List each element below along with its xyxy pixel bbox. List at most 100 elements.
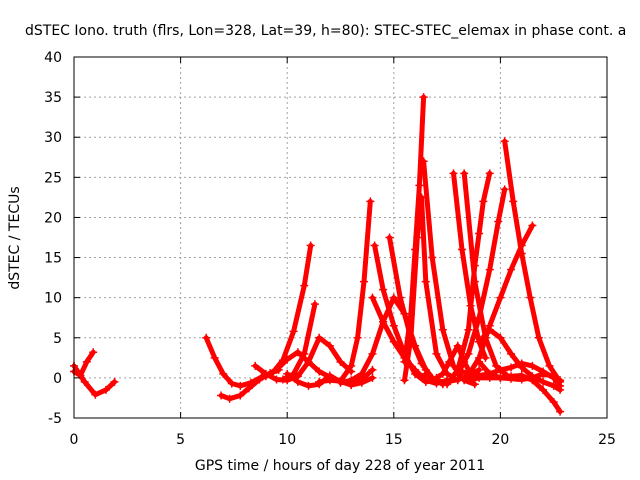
series-trace	[476, 359, 563, 415]
series-trace	[455, 186, 508, 377]
data-point	[421, 277, 430, 286]
data-point	[453, 365, 462, 374]
data-point	[257, 373, 266, 382]
data-point	[219, 369, 228, 378]
y-tick-label: 35	[44, 90, 62, 106]
data-point	[357, 369, 366, 378]
data-point	[325, 341, 334, 350]
data-point	[353, 333, 362, 342]
series-16	[400, 93, 428, 366]
y-tick-label: 25	[44, 170, 62, 186]
x-tick-label: 25	[598, 432, 616, 448]
data-point	[475, 313, 484, 322]
x-axis-label: GPS time / hours of day 228 of year 2011	[195, 458, 485, 474]
y-axis-label: dSTEC / TECUs	[7, 186, 23, 289]
data-point	[315, 333, 324, 342]
series-layer	[70, 93, 565, 416]
data-point	[406, 309, 415, 318]
data-point	[304, 381, 313, 390]
data-point	[485, 373, 494, 382]
data-point	[415, 181, 424, 190]
series-trace	[203, 335, 265, 389]
data-point	[494, 217, 503, 226]
data-point	[210, 353, 219, 362]
data-point	[411, 365, 420, 374]
data-point	[475, 373, 484, 382]
data-point	[278, 356, 287, 365]
data-point	[315, 377, 324, 386]
data-point	[421, 369, 430, 378]
data-point	[368, 293, 377, 302]
data-point	[470, 380, 479, 389]
data-point	[432, 349, 441, 358]
data-point	[236, 381, 245, 390]
data-point	[385, 233, 394, 242]
data-point	[432, 373, 441, 382]
data-point	[389, 337, 398, 346]
data-point	[400, 357, 409, 366]
series-23	[453, 185, 509, 378]
data-point	[368, 373, 377, 382]
data-point	[485, 325, 494, 334]
x-tick-label: 10	[278, 432, 296, 448]
data-point	[549, 397, 558, 406]
data-point	[449, 169, 458, 178]
data-point	[458, 245, 467, 254]
data-point	[396, 293, 405, 302]
y-tick-label: 30	[44, 130, 62, 146]
data-point	[315, 367, 324, 376]
x-tick-label: 15	[385, 432, 403, 448]
chart-title: dSTEC Iono. truth (flrs, Lon=328, Lat=39…	[25, 23, 626, 39]
data-point	[101, 385, 110, 394]
plot-frame	[73, 56, 608, 419]
data-point	[347, 361, 356, 370]
data-point	[336, 357, 345, 366]
data-point	[443, 380, 452, 389]
data-point	[366, 197, 375, 206]
series-trace	[252, 335, 354, 383]
data-point	[236, 391, 245, 400]
data-point	[500, 137, 509, 146]
data-point	[496, 365, 505, 374]
data-point	[549, 372, 558, 381]
data-point	[91, 390, 100, 399]
data-point	[244, 384, 253, 393]
data-point	[379, 285, 388, 294]
data-point	[475, 337, 484, 346]
series-trace	[465, 371, 563, 383]
data-point	[225, 394, 234, 403]
data-point	[202, 333, 211, 342]
data-point	[479, 197, 488, 206]
data-point	[528, 221, 537, 230]
data-point	[306, 241, 315, 250]
data-point	[310, 300, 319, 309]
data-point	[545, 361, 554, 370]
data-point	[507, 374, 516, 383]
x-tick-label: 5	[176, 432, 185, 448]
data-point	[428, 253, 437, 262]
series-7	[257, 241, 315, 382]
data-point	[419, 93, 428, 102]
data-point	[485, 169, 494, 178]
data-point	[460, 169, 469, 178]
data-point	[411, 245, 420, 254]
y-tick-label: 5	[53, 331, 62, 347]
data-point	[556, 376, 565, 385]
data-point	[347, 376, 356, 385]
data-point	[449, 361, 458, 370]
data-point	[368, 365, 377, 374]
data-point	[445, 357, 454, 366]
data-point	[492, 361, 501, 370]
data-point	[507, 265, 516, 274]
data-point	[528, 373, 537, 382]
data-point	[217, 391, 226, 400]
data-point	[526, 293, 535, 302]
data-point	[268, 369, 277, 378]
data-point	[368, 349, 377, 358]
data-point	[370, 241, 379, 250]
data-point	[517, 359, 526, 368]
data-point	[289, 327, 298, 336]
data-point	[556, 407, 565, 416]
data-point	[475, 229, 484, 238]
